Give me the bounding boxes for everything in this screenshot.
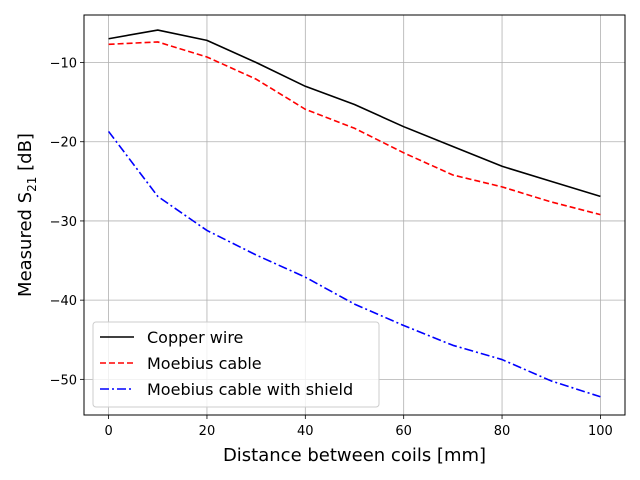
y-tick-label: −50 [50,373,77,388]
x-tick-label: 80 [494,424,511,439]
legend-label-2: Moebius cable [147,354,262,373]
y-tick-label: −40 [50,294,77,309]
legend: Copper wire Moebius cable Moebius cable wi… [92,321,380,408]
x-tick-label: 20 [199,424,216,439]
x-tick-label: 100 [588,424,613,439]
y-axis-label-suffix: [dB] [15,133,36,177]
legend-label-3: Moebius cable with shield [147,380,353,399]
series-line-1 [108,29,601,198]
legend-label-1: Copper wire [147,328,243,347]
legend-entries: Copper wire Moebius cable Moebius cable wi… [100,328,353,399]
series-line-2 [108,41,601,216]
series-line-3 [107,130,601,398]
x-tick-label: 40 [297,424,314,439]
y-tick-label: −10 [50,57,77,72]
plot-frame [83,14,626,416]
y-axis-label-subscript: 21 [25,177,39,192]
series-layer [107,29,601,398]
ticks: 0 20 40 60 80 100 −10 −20 −30 −40 −50 [50,57,613,439]
x-tick-label: 60 [395,424,412,439]
legend-box [92,321,380,408]
y-axis-label-prefix: Measured S [15,192,36,297]
x-tick-label: 0 [104,424,112,439]
y-tick-label: −20 [50,136,77,151]
y-axis-label: Measured S21 [dB] [15,133,39,297]
y-tick-label: −30 [50,215,77,230]
x-axis-label: Distance between coils [mm] [223,445,486,466]
